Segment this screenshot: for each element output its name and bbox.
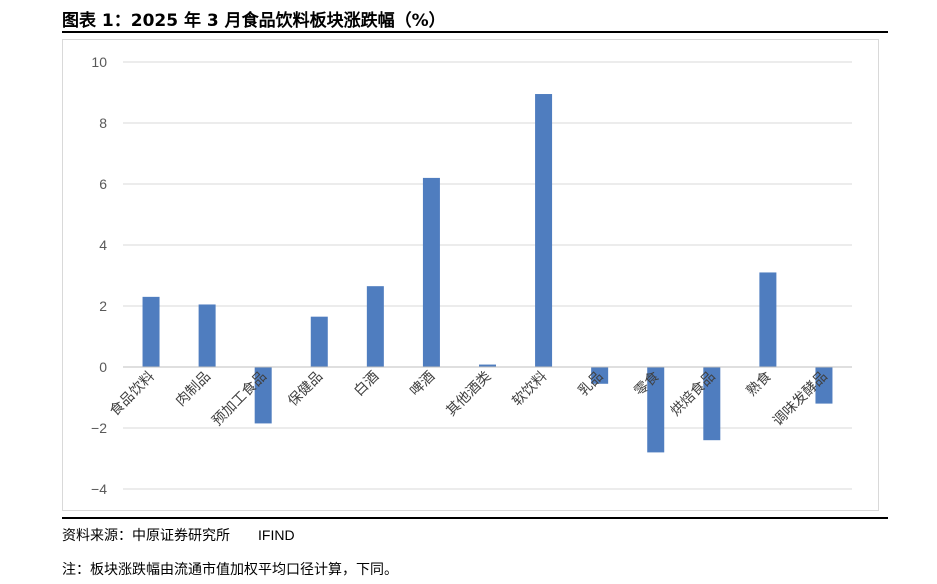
bar (366, 286, 384, 367)
x-tick-label: 熟食 (743, 368, 775, 400)
x-tick-label: 啤酒 (407, 369, 438, 400)
bar (198, 304, 216, 367)
bar (535, 94, 553, 368)
bar (422, 177, 440, 367)
y-tick-label: 2 (99, 298, 107, 314)
y-tick-label: −4 (91, 481, 107, 497)
bar (591, 367, 609, 384)
bar (479, 364, 496, 367)
x-tick-label: 保健品 (285, 369, 326, 410)
y-tick-label: 10 (91, 54, 107, 70)
bar (647, 367, 665, 453)
figure-title: 图表 1：2025 年 3 月食品饮料板块涨跌幅（%） (62, 11, 446, 31)
x-tick-label: 食品饮料 (106, 368, 158, 420)
bar (759, 272, 777, 367)
x-tick-label: 肉制品 (173, 369, 214, 410)
bar (254, 367, 272, 424)
bar (310, 316, 328, 367)
bar (815, 367, 833, 404)
source-line: 资料来源：中原证券研究所 IFIND (62, 525, 295, 545)
x-tick-label: 其他酒类 (443, 369, 494, 420)
source-label: 资料来源：中原证券研究所 (62, 528, 230, 544)
x-tick-label: 白酒 (351, 369, 382, 400)
chart-frame (62, 39, 879, 511)
y-tick-label: 0 (99, 359, 107, 375)
y-tick-label: −2 (91, 420, 107, 436)
bar (703, 367, 721, 441)
source-suffix: IFIND (258, 527, 295, 543)
y-tick-label: 8 (99, 115, 107, 131)
y-tick-label: 6 (99, 176, 107, 192)
bar (142, 296, 160, 367)
y-tick-label: 4 (99, 237, 107, 253)
footnote: 注：板块涨跌幅由流通市值加权平均口径计算，下同。 (62, 562, 398, 578)
footer-rule (62, 517, 888, 519)
x-tick-label: 软饮料 (509, 369, 550, 410)
title-rule (62, 31, 888, 33)
